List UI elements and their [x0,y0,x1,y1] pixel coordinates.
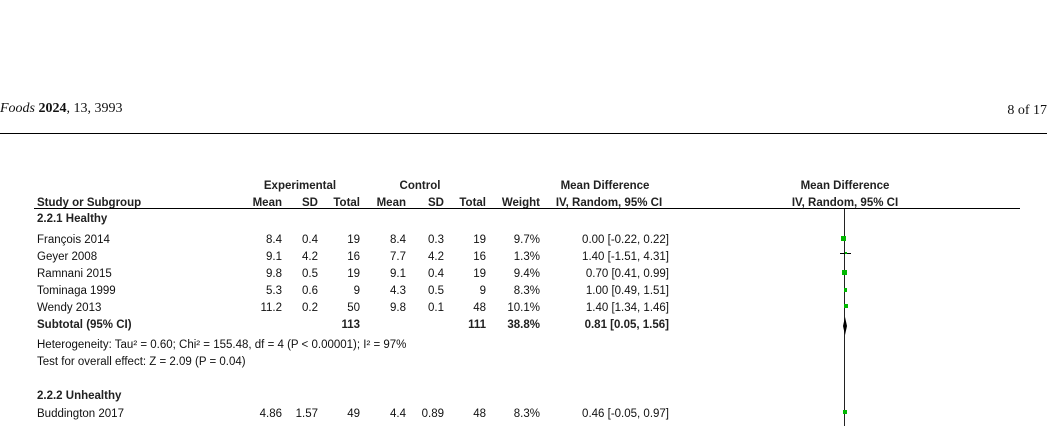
subtotal-md: 0.81 [0.05, 1.56] [584,319,669,331]
md-plot-header: Mean Difference [800,180,890,192]
effect-marker [845,252,847,254]
exp-sd: 4.2 [302,251,318,263]
exp-mean: 8.4 [266,234,282,246]
ctl-total: 48 [473,408,486,420]
subgroup-title: 2.2.2 Unhealthy [37,390,122,402]
effect-marker [844,288,847,292]
zero-effect-line [844,209,845,426]
exp-mean: 4.86 [259,408,282,420]
overall-effect-test: Test for overall effect: Z = 2.09 (P = 0… [37,356,246,368]
col-exp-sd: SD [302,197,318,209]
journal-citation: Foods 2024, 13, 3993 [0,101,123,117]
control-header: Control [399,180,441,192]
study-name: Ramnani 2015 [37,268,112,280]
page-number: 8 of 17 [1007,103,1047,118]
study-name: Geyer 2008 [37,251,98,263]
weight: 8.3% [513,408,540,420]
effect-marker [844,304,848,308]
exp-mean: 11.2 [260,302,282,314]
exp-sd: 0.2 [302,302,318,314]
weight: 10.1% [507,302,540,314]
ctl-sd: 4.2 [428,251,444,263]
experimental-header: Experimental [263,180,337,192]
effect-marker [842,270,847,275]
exp-total: 50 [347,302,360,314]
journal-volume: , 13, 3993 [66,101,123,116]
ctl-mean: 9.1 [390,268,406,280]
study-name: Tominaga 1999 [37,285,116,297]
ctl-sd: 0.5 [428,285,444,297]
col-md-plot: IV, Random, 95% CI [791,197,899,209]
study-name: François 2014 [37,234,110,246]
journal-name: Foods [0,101,35,116]
mean-difference: 0.00 [-0.22, 0.22] [582,234,669,246]
subtotal-ctl-total: 111 [468,319,486,331]
ctl-total: 16 [473,251,486,263]
weight: 9.7% [513,234,540,246]
ctl-sd: 0.3 [428,234,444,246]
subtotal-weight: 38.8% [507,319,540,331]
mean-difference: 0.46 [-0.05, 0.97] [582,408,669,420]
exp-total: 16 [347,251,360,263]
ctl-mean: 8.4 [390,234,406,246]
ctl-total: 19 [473,268,486,280]
col-ctl-sd: SD [428,197,444,209]
exp-mean: 9.8 [266,268,282,280]
col-ctl-total: Total [459,197,486,209]
exp-sd: 0.6 [302,285,318,297]
col-exp-total: Total [333,197,360,209]
subtotal-label: Subtotal (95% CI) [37,319,132,331]
mean-difference: 0.70 [0.41, 0.99] [585,268,669,280]
col-md-table: IV, Random, 95% CI [555,197,663,209]
journal-year: 2024 [38,101,67,116]
exp-sd: 0.5 [302,268,318,280]
exp-total: 9 [353,285,360,297]
heterogeneity-stats: Heterogeneity: Tau² = 0.60; Chi² = 155.4… [37,339,407,351]
exp-sd: 0.4 [302,234,318,246]
mean-difference: 1.40 [-1.51, 4.31] [582,251,669,263]
ctl-total: 48 [473,302,486,314]
mean-difference: 1.00 [0.49, 1.51] [585,285,669,297]
col-exp-mean: Mean [252,197,282,209]
study-name: Wendy 2013 [37,302,102,314]
study-name: Buddington 2017 [37,408,124,420]
subtotal-diamond [843,317,847,335]
effect-marker [841,236,846,241]
weight: 1.3% [513,251,540,263]
ctl-total: 9 [479,285,486,297]
exp-mean: 5.3 [266,285,282,297]
exp-total: 19 [347,234,360,246]
exp-total: 19 [347,268,360,280]
exp-mean: 9.1 [266,251,282,263]
subgroup-title: 2.2.1 Healthy [37,213,108,225]
ctl-total: 19 [473,234,486,246]
md-table-header: Mean Difference [560,180,650,192]
mean-difference: 1.40 [1.34, 1.46] [585,302,669,314]
weight: 8.3% [513,285,540,297]
ctl-mean: 4.4 [390,408,406,420]
ctl-mean: 9.8 [390,302,406,314]
ctl-mean: 7.7 [390,251,406,263]
col-study: Study or Subgroup [37,197,142,209]
ctl-mean: 4.3 [390,285,406,297]
ctl-sd: 0.1 [428,302,444,314]
exp-sd: 1.57 [295,408,318,420]
col-weight: Weight [501,197,540,209]
weight: 9.4% [513,268,540,280]
exp-total: 49 [347,408,360,420]
effect-marker [843,410,847,414]
table-header-rule [34,208,1020,209]
header-rule [0,133,1047,134]
ctl-sd: 0.4 [428,268,444,280]
subtotal-exp-total: 113 [341,319,360,331]
col-ctl-mean: Mean [376,197,406,209]
ctl-sd: 0.89 [421,408,444,420]
